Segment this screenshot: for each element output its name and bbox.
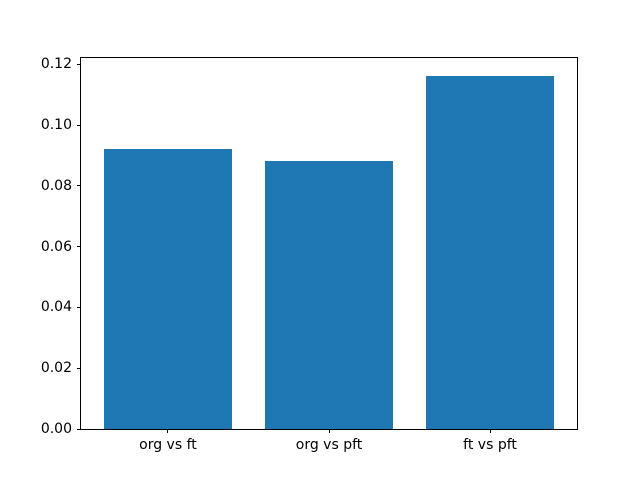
x-tick-label: ft vs pft [463,437,517,453]
y-tick-mark [77,367,81,369]
y-tick-mark [77,185,81,187]
x-tick-label: org vs ft [139,437,197,453]
x-tick-mark [489,429,491,433]
y-tick-mark [77,306,81,308]
y-tick-label: 0.04 [40,299,72,316]
x-tick-mark [328,429,330,433]
plot-area: 0.00 0.02 0.04 0.06 0.08 0.10 0.12 org vs ft org… [41,57,578,452]
bar-ft-vs-pft [425,75,555,429]
bar-org-vs-pft [264,161,394,429]
y-tick-label: 0.06 [40,238,72,255]
x-tick-label: org vs pft [295,437,363,453]
y-tick-mark [77,428,81,430]
y-tick-label: 0.02 [40,360,72,377]
y-tick-mark [77,63,81,65]
y-tick-mark [77,124,81,126]
y-tick-label: 0.12 [40,56,72,73]
y-tick-label: 0.00 [40,421,72,437]
y-tick-label: 0.08 [40,177,72,194]
bar-org-vs-ft [103,149,233,429]
x-tick-mark [167,429,169,433]
y-tick-mark [77,246,81,248]
y-tick-label: 0.10 [40,117,72,134]
